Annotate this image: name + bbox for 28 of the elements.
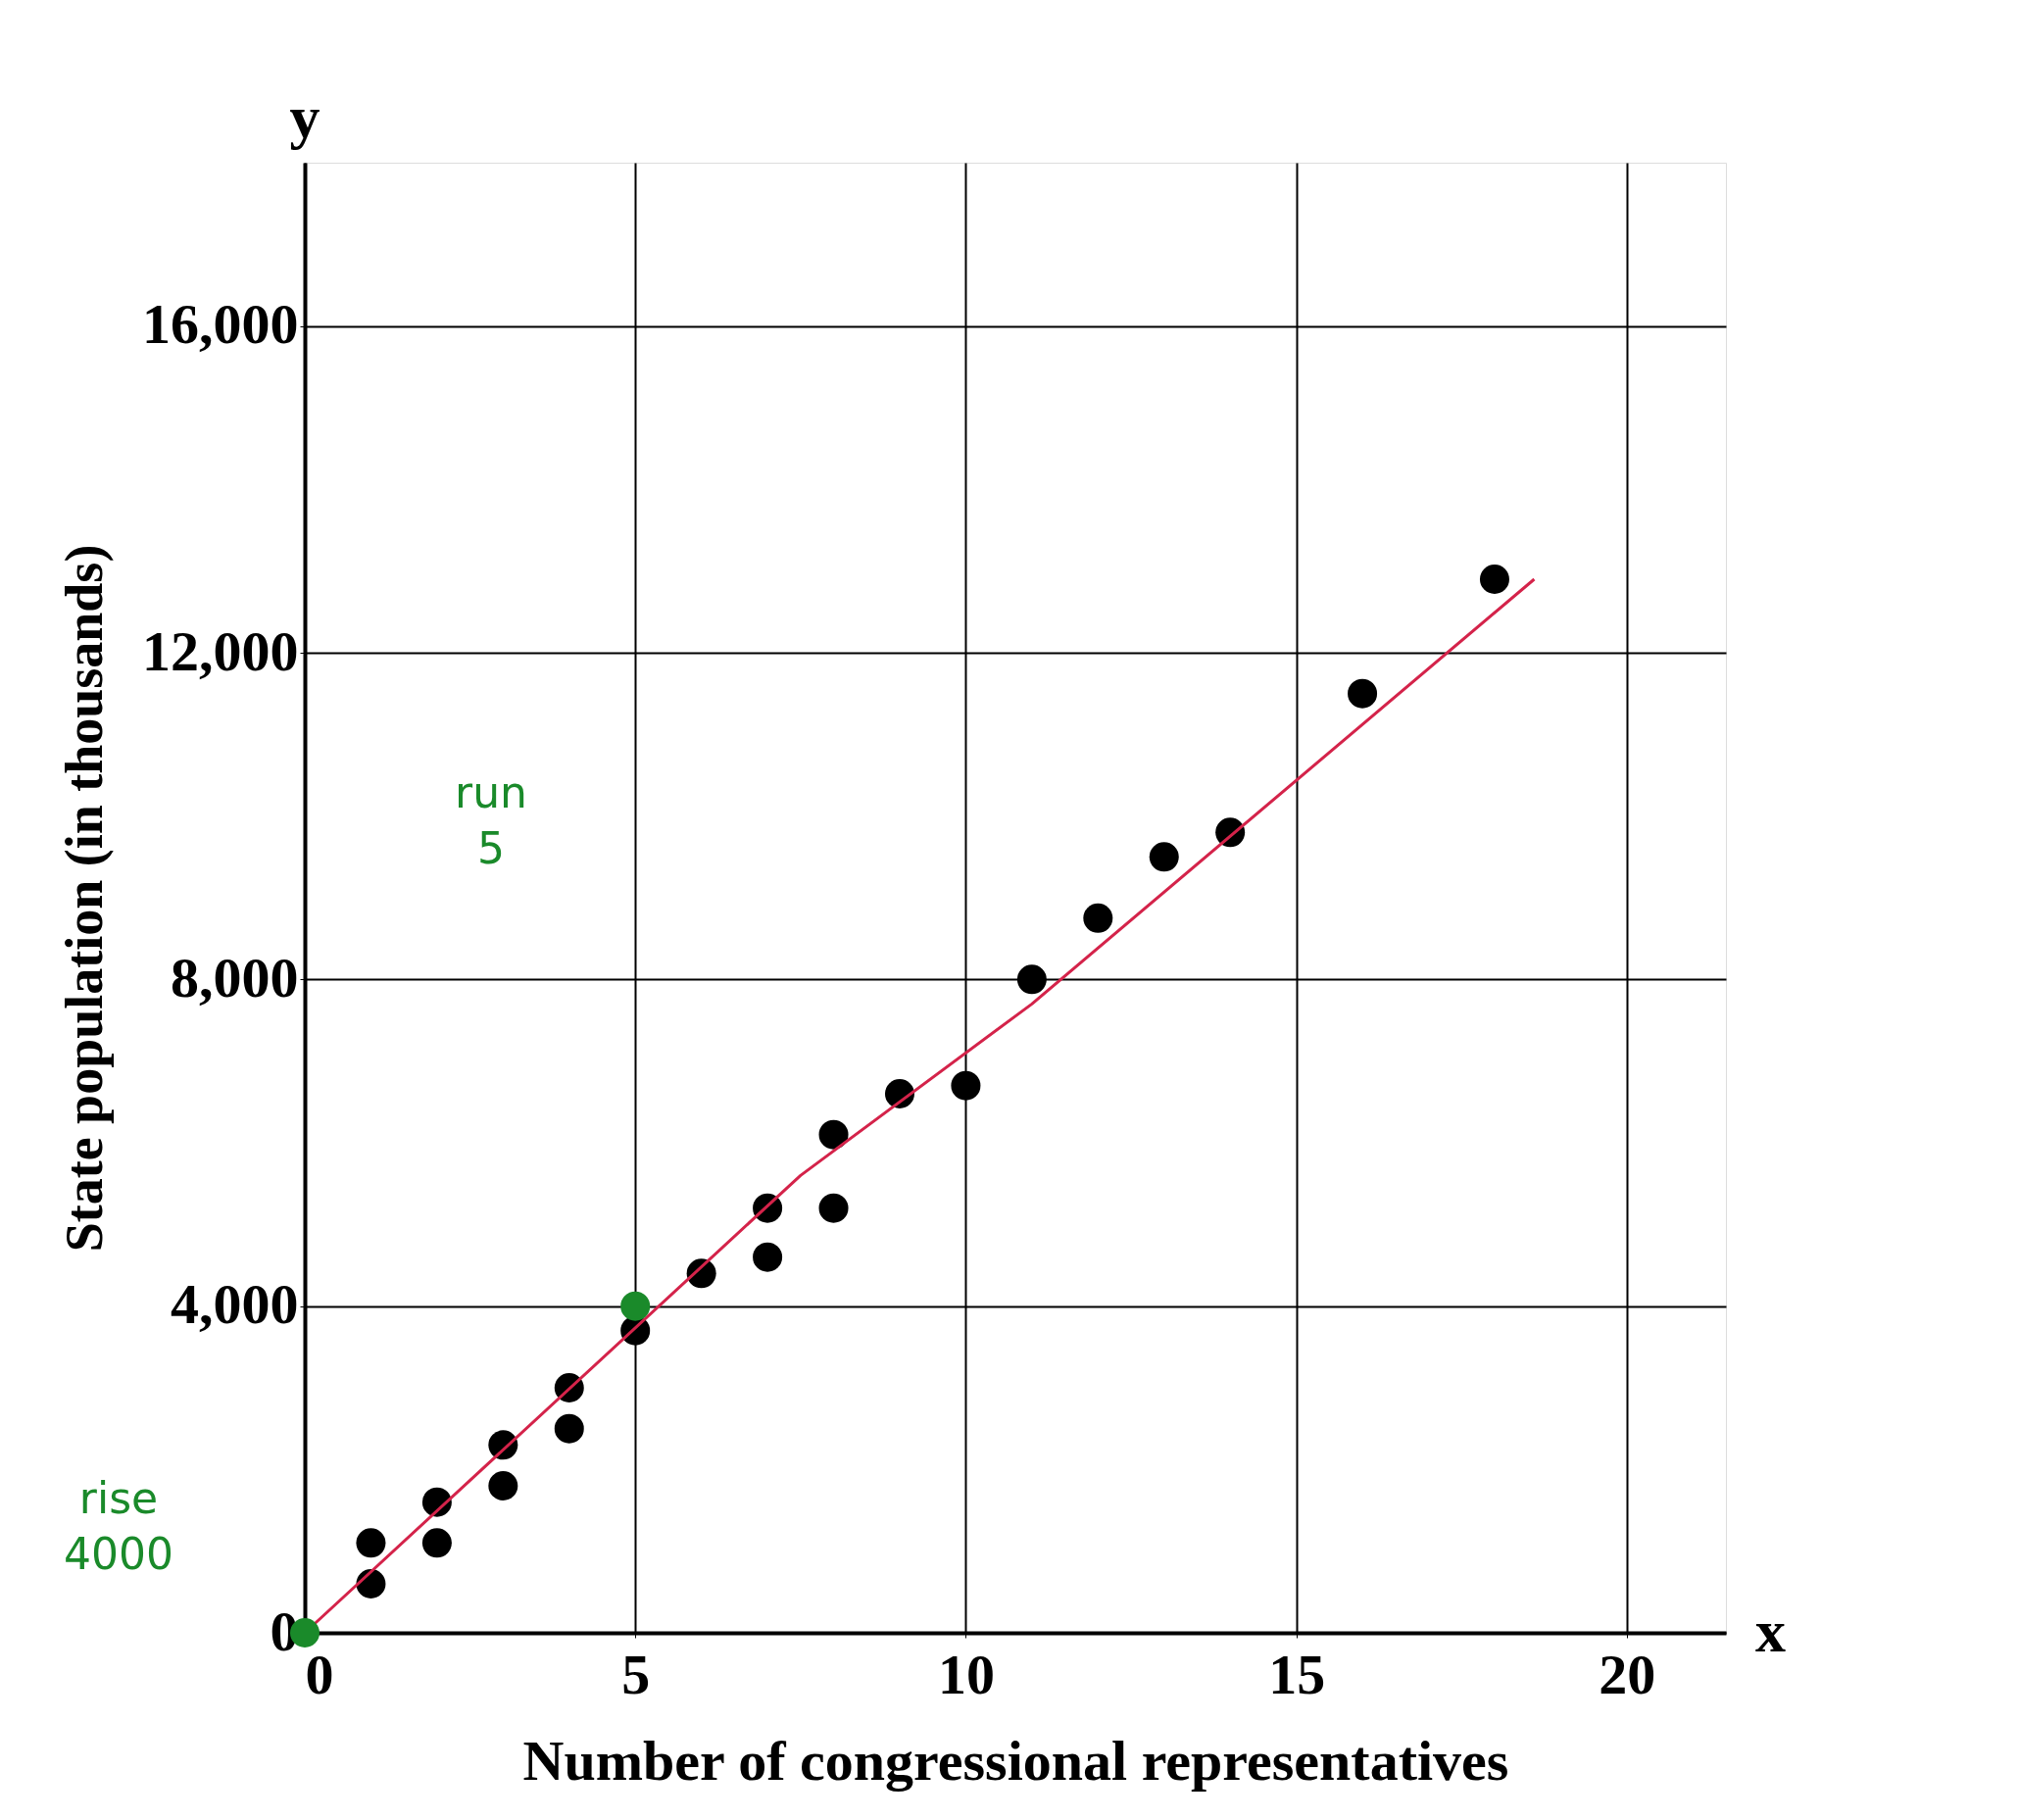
point xyxy=(1016,964,1047,995)
point xyxy=(1149,842,1179,872)
x-tick-label: 15 xyxy=(1268,1642,1326,1706)
y-tick-label: 16,000 xyxy=(142,292,299,357)
point xyxy=(818,1193,849,1223)
point xyxy=(488,1471,518,1500)
point xyxy=(951,1070,981,1101)
y-tick-label: 12,000 xyxy=(142,618,299,683)
x-tick-label: 5 xyxy=(621,1642,651,1706)
point xyxy=(753,1242,783,1272)
text: rise 4000 xyxy=(64,1473,173,1580)
text: x xyxy=(1755,1598,1786,1664)
y-tick-label: 8,000 xyxy=(171,945,299,1009)
x-tick-label: 20 xyxy=(1599,1642,1656,1706)
point xyxy=(818,1119,849,1150)
point xyxy=(1348,678,1378,709)
point xyxy=(421,1528,452,1558)
annotation: run 5 xyxy=(455,767,527,874)
point xyxy=(1083,903,1113,933)
y-tick-label: 4,000 xyxy=(171,1272,299,1337)
point xyxy=(554,1413,584,1444)
point xyxy=(1479,565,1509,594)
x-tick-label: 10 xyxy=(937,1642,995,1706)
text: y xyxy=(289,83,320,150)
x-axis-title: Number of congressional representatives xyxy=(522,1728,1509,1793)
point xyxy=(620,1291,651,1321)
point xyxy=(356,1528,386,1558)
y-axis-title: State population (in thousands) xyxy=(55,544,114,1253)
